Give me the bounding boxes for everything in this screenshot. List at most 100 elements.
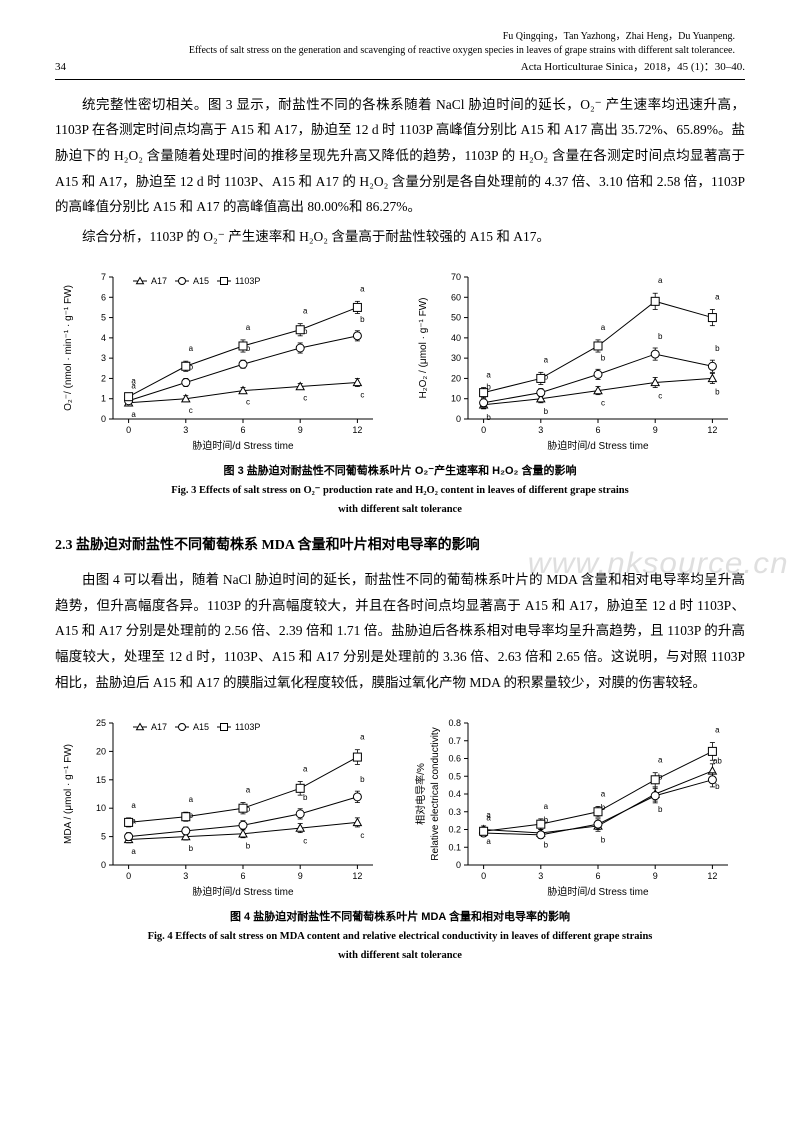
- svg-text:胁迫时间/d Stress time: 胁迫时间/d Stress time: [547, 439, 649, 452]
- svg-text:25: 25: [96, 718, 106, 728]
- svg-text:a: a: [189, 795, 194, 804]
- svg-text:A17: A17: [151, 276, 167, 286]
- svg-text:b: b: [601, 354, 606, 363]
- svg-text:A15: A15: [193, 722, 209, 732]
- svg-text:a: a: [715, 726, 720, 735]
- svg-text:0.4: 0.4: [448, 789, 461, 799]
- svg-text:3: 3: [101, 354, 106, 364]
- svg-text:a: a: [246, 786, 251, 795]
- fig3-caption-cn: 图 3 盐胁迫对耐盐性不同葡萄株系叶片 O₂⁻产生速率和 H₂O₂ 含量的影响: [55, 463, 745, 481]
- svg-text:12: 12: [707, 871, 717, 881]
- section-2-3-heading: 2.3 盐胁迫对耐盐性不同葡萄株系 MDA 含量和叶片相对电导率的影响: [55, 535, 745, 557]
- figure-3: 01234567036912胁迫时间/d Stress timeO₂⁻/ (nm…: [55, 263, 745, 518]
- fig4-right-chart: 00.10.20.30.40.50.60.70.8036912胁迫时间/d St…: [410, 709, 745, 899]
- svg-text:0: 0: [456, 414, 461, 424]
- svg-text:H₂O₂ / (μmol · g⁻¹ FW): H₂O₂ / (μmol · g⁻¹ FW): [418, 298, 429, 399]
- svg-text:4: 4: [101, 333, 106, 343]
- svg-text:1103P: 1103P: [235, 722, 260, 732]
- svg-text:9: 9: [653, 425, 658, 435]
- svg-text:3: 3: [538, 425, 543, 435]
- svg-text:a: a: [544, 356, 549, 365]
- svg-text:0: 0: [456, 860, 461, 870]
- svg-text:12: 12: [707, 425, 717, 435]
- fig4-left-chart: 0510152025036912胁迫时间/d Stress timeMDA / …: [55, 709, 390, 899]
- svg-text:0.8: 0.8: [448, 718, 461, 728]
- svg-text:c: c: [601, 399, 605, 408]
- svg-text:a: a: [486, 811, 491, 820]
- svg-text:10: 10: [451, 394, 461, 404]
- body-para-3: 由图 4 可以看出，随着 NaCl 胁迫时间的延长，耐盐性不同的葡萄株系叶片的 …: [55, 567, 745, 695]
- svg-text:b: b: [544, 841, 549, 850]
- svg-text:5: 5: [101, 313, 106, 323]
- svg-text:a: a: [601, 323, 606, 332]
- svg-text:a: a: [131, 410, 136, 419]
- svg-text:a: a: [189, 345, 194, 354]
- svg-text:12: 12: [352, 871, 362, 881]
- svg-text:a: a: [131, 847, 136, 856]
- svg-text:b: b: [360, 775, 365, 784]
- svg-text:a: a: [486, 837, 491, 846]
- svg-text:0: 0: [126, 871, 131, 881]
- svg-text:b: b: [715, 782, 720, 791]
- svg-text:ab: ab: [713, 757, 722, 766]
- svg-text:c: c: [658, 392, 662, 401]
- svg-text:0: 0: [101, 414, 106, 424]
- fig4-caption-cn: 图 4 盐胁迫对耐盐性不同葡萄株系叶片 MDA 含量和相对电导率的影响: [55, 909, 745, 927]
- svg-text:b: b: [246, 842, 251, 851]
- svg-text:b: b: [715, 388, 720, 397]
- svg-text:c: c: [360, 391, 364, 400]
- fig4-caption-en-2: with different salt tolerance: [55, 948, 745, 965]
- header-rule-row: 34 Acta Horticulturae Sinica，2018，45 (1)…: [55, 59, 745, 80]
- svg-text:0.5: 0.5: [448, 771, 461, 781]
- svg-text:9: 9: [653, 871, 658, 881]
- svg-text:A15: A15: [193, 276, 209, 286]
- svg-text:c: c: [189, 406, 193, 415]
- svg-text:c: c: [360, 831, 364, 840]
- svg-text:2: 2: [101, 374, 106, 384]
- running-header: Fu Qingqing，Tan Yazhong，Zhai Heng，Du Yua…: [55, 30, 745, 57]
- fig3-right-chart: 010203040506070036912胁迫时间/d Stress timeH…: [410, 263, 745, 453]
- svg-text:20: 20: [451, 374, 461, 384]
- svg-text:胁迫时间/d Stress time: 胁迫时间/d Stress time: [547, 885, 649, 898]
- svg-text:b: b: [303, 793, 308, 802]
- svg-text:3: 3: [538, 871, 543, 881]
- fig3-caption-en-2: with different salt tolerance: [55, 502, 745, 519]
- svg-text:b: b: [486, 413, 491, 422]
- svg-text:b: b: [658, 332, 663, 341]
- svg-text:3: 3: [183, 425, 188, 435]
- svg-text:b: b: [544, 407, 549, 416]
- header-journal: Acta Horticulturae Sinica，2018，45 (1)：30…: [521, 59, 745, 77]
- svg-text:6: 6: [595, 871, 600, 881]
- svg-text:c: c: [303, 837, 307, 846]
- svg-text:0.2: 0.2: [448, 825, 461, 835]
- svg-text:a: a: [246, 323, 251, 332]
- svg-text:0.3: 0.3: [448, 807, 461, 817]
- svg-text:a: a: [360, 733, 365, 742]
- svg-text:a: a: [601, 790, 606, 799]
- svg-text:Relative electrical conductivi: Relative electrical conductivity: [430, 728, 441, 861]
- svg-text:a: a: [544, 802, 549, 811]
- svg-text:7: 7: [101, 272, 106, 282]
- header-title-en: Effects of salt stress on the generation…: [55, 44, 745, 58]
- svg-text:5: 5: [101, 832, 106, 842]
- body-para-2: 综合分析，1103P 的 O₂⁻ 产生速率和 H₂O₂ 含量高于耐盐性较强的 A…: [55, 224, 745, 250]
- svg-text:b: b: [189, 844, 194, 853]
- svg-text:6: 6: [240, 871, 245, 881]
- svg-text:70: 70: [451, 272, 461, 282]
- svg-text:6: 6: [101, 293, 106, 303]
- svg-text:a: a: [131, 377, 136, 386]
- svg-text:O₂⁻/ (nmol · min⁻¹ · g⁻¹ FW): O₂⁻/ (nmol · min⁻¹ · g⁻¹ FW): [63, 286, 74, 412]
- svg-text:b: b: [715, 345, 720, 354]
- svg-text:3: 3: [183, 871, 188, 881]
- svg-text:6: 6: [595, 425, 600, 435]
- svg-text:a: a: [303, 765, 308, 774]
- svg-text:a: a: [658, 756, 663, 765]
- body-para-1: 统完整性密切相关。图 3 显示，耐盐性不同的各株系随着 NaCl 胁迫时间的延长…: [55, 92, 745, 220]
- svg-text:0: 0: [101, 860, 106, 870]
- svg-text:1103P: 1103P: [235, 276, 260, 286]
- svg-text:0: 0: [481, 871, 486, 881]
- svg-text:A17: A17: [151, 722, 167, 732]
- svg-text:b: b: [658, 805, 663, 814]
- page-number: 34: [55, 59, 85, 77]
- svg-text:12: 12: [352, 425, 362, 435]
